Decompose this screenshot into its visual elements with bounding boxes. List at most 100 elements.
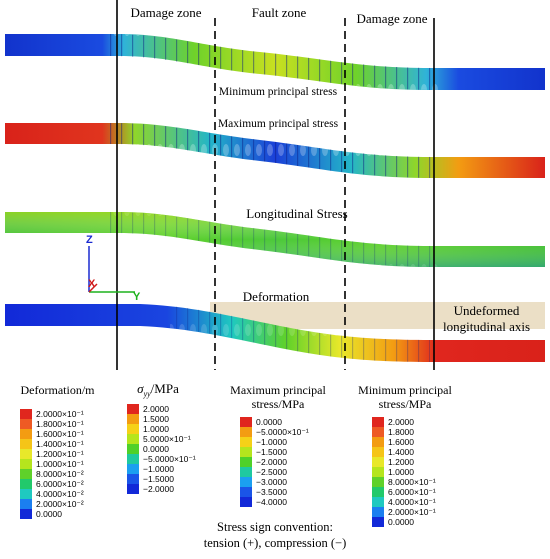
label-undeformed-axis: Undeformed longitudinal axis (443, 303, 530, 335)
legend-swatch (372, 427, 384, 437)
legend-tick-label: 2.0000 (143, 404, 169, 414)
legend-swatch (372, 507, 384, 517)
legend-swatch (372, 487, 384, 497)
pipe-deformation (5, 304, 545, 362)
legend-swatch (240, 487, 252, 497)
legend-swatch (240, 477, 252, 487)
legend-tick-label: 0.0000 (36, 509, 62, 519)
label-max-principal-stress: Maximum principal stress (217, 118, 339, 130)
legend-tick-label: 1.6000×10⁻¹ (36, 429, 84, 439)
legend-tick-label: 6.0000×10⁻² (36, 479, 84, 489)
axis-x-label: X (88, 278, 96, 290)
legend-deformation-title: Deformation/m (20, 383, 95, 397)
legend-swatch (372, 457, 384, 467)
legend-swatch (372, 417, 384, 427)
legend-swatch (20, 409, 32, 419)
legend-swatch (240, 497, 252, 507)
legend-swatch (127, 444, 139, 454)
legend-min-principal-colorbar (372, 417, 384, 527)
legend-tick-label: −1.5000 (256, 447, 287, 457)
legend-max-principal-colorbar (240, 417, 252, 507)
legend-deformation-ticks: 2.0000×10⁻¹ 1.8000×10⁻¹ 1.6000×10⁻¹ 1.4000×… (36, 409, 84, 519)
legend-swatch (20, 499, 32, 509)
sign-convention-line1: Stress sign convention: (217, 520, 333, 534)
legend-swatch (240, 427, 252, 437)
label-deformation: Deformation (242, 289, 310, 304)
legend-syy-title: σyy/MPa (137, 381, 179, 399)
legend-tick-label: 0.0000 (256, 417, 282, 427)
legend-deformation-colorbar (20, 409, 32, 519)
legend-swatch (127, 434, 139, 444)
legend-swatch (240, 437, 252, 447)
legend-max-principal-title: Maximum principal stress/MPa (218, 383, 338, 412)
legend-tick-label: 1.5000 (143, 414, 169, 424)
legend-swatch (127, 414, 139, 424)
legend-swatch (127, 464, 139, 474)
legend-tick-label: 2.0000 (388, 417, 414, 427)
label-min-principal-stress: Minimum principal stress (218, 86, 338, 98)
label-undeformed-axis-line2: longitudinal axis (443, 319, 531, 334)
legend-swatch (240, 467, 252, 477)
zone-label-damage-right: Damage zone (356, 11, 428, 26)
axes-triad (88, 246, 135, 293)
legend-tick-label: 1.6000 (388, 437, 414, 447)
legend-tick-label: −2.0000 (143, 484, 174, 494)
label-longitudinal-stress: Longitudinal Stress (246, 206, 348, 221)
legend-tick-label: −5.0000×10⁻¹ (256, 427, 309, 437)
legend-min-principal-title-line1: Minimum principal (358, 383, 452, 397)
legend-tick-label: 1.0000 (143, 424, 169, 434)
legend-swatch (372, 477, 384, 487)
legend-tick-label: 2.0000×10⁻¹ (388, 507, 436, 517)
pipe-maximum-principal-stress (5, 123, 545, 178)
legend-tick-label: 1.0000 (388, 467, 414, 477)
legend-swatch (127, 484, 139, 494)
legend-max-principal-title-line2: stress/MPa (251, 396, 305, 411)
legend-tick-label: 2.0000×10⁻² (36, 499, 84, 509)
legend-swatch (20, 459, 32, 469)
legend-tick-label: 1.2000×10⁻¹ (36, 449, 84, 459)
legend-swatch (20, 509, 32, 519)
legend-tick-label: 1.8000 (388, 427, 414, 437)
legend-tick-label: −2.5000 (256, 467, 287, 477)
legend-swatch (20, 419, 32, 429)
legend-tick-label: −3.0000 (256, 477, 287, 487)
legend-swatch (20, 439, 32, 449)
legend-tick-label: 6.0000×10⁻¹ (388, 487, 436, 497)
legend-swatch (372, 437, 384, 447)
label-undeformed-axis-line1: Undeformed (453, 303, 520, 318)
zone-label-damage-left: Damage zone (130, 5, 202, 20)
legend-tick-label: −3.5000 (256, 487, 287, 497)
legend-tick-label: −1.5000 (143, 474, 174, 484)
legend-swatch (20, 469, 32, 479)
pipe-minimum-principal-stress (5, 34, 545, 90)
legend-swatch (127, 424, 139, 434)
legend-swatch (372, 517, 384, 527)
legend-tick-label: −4.0000 (256, 497, 287, 507)
sign-convention-note: Stress sign convention: tension (+), com… (0, 520, 550, 551)
sign-convention-line2: tension (+), compression (−) (203, 535, 347, 550)
legend-tick-label: 1.8000×10⁻¹ (36, 419, 84, 429)
legend-min-principal-ticks: 2.0000 1.8000 1.6000 1.4000 1.2000 1.0000 8.00… (388, 417, 436, 527)
legend-syy-ticks: 2.0000 1.5000 1.0000 5.0000×10⁻¹ 0.0000 −5.00… (143, 404, 196, 494)
legend-swatch (240, 417, 252, 427)
legend-swatch (240, 447, 252, 457)
legend-tick-label: 8.0000×10⁻² (36, 469, 84, 479)
legend-min-principal-title-line2: stress/MPa (378, 396, 432, 411)
legend-tick-label: −5.0000×10⁻¹ (143, 454, 196, 464)
legend-swatch (20, 449, 32, 459)
axis-z-label: Z (86, 234, 93, 246)
legend-tick-label: 0.0000 (388, 517, 414, 527)
legend-swatch (20, 489, 32, 499)
legend-swatch (240, 457, 252, 467)
legend-max-principal-ticks: 0.0000 −5.0000×10⁻¹ −1.0000 −1.5000 −2.0000−… (256, 417, 309, 507)
legend-syy-colorbar (127, 404, 139, 494)
legend-swatch (372, 447, 384, 457)
legend-tick-label: −2.0000 (256, 457, 287, 467)
legend-swatch (127, 454, 139, 464)
legend-tick-label: −1.0000 (256, 437, 287, 447)
legend-tick-label: 0.0000 (143, 444, 169, 454)
legend-tick-label: 1.4000 (388, 447, 414, 457)
legend-swatch (127, 404, 139, 414)
legend-swatch (372, 467, 384, 477)
legend-tick-label: 1.0000×10⁻¹ (36, 459, 84, 469)
